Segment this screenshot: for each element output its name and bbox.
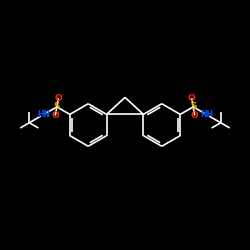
Text: S: S	[190, 102, 196, 112]
Text: O: O	[54, 94, 62, 103]
Text: NH: NH	[200, 110, 213, 119]
Text: O: O	[191, 111, 198, 120]
Text: O: O	[52, 111, 59, 120]
Text: S: S	[54, 102, 60, 112]
Text: HN: HN	[37, 110, 50, 119]
Text: O: O	[188, 94, 196, 103]
